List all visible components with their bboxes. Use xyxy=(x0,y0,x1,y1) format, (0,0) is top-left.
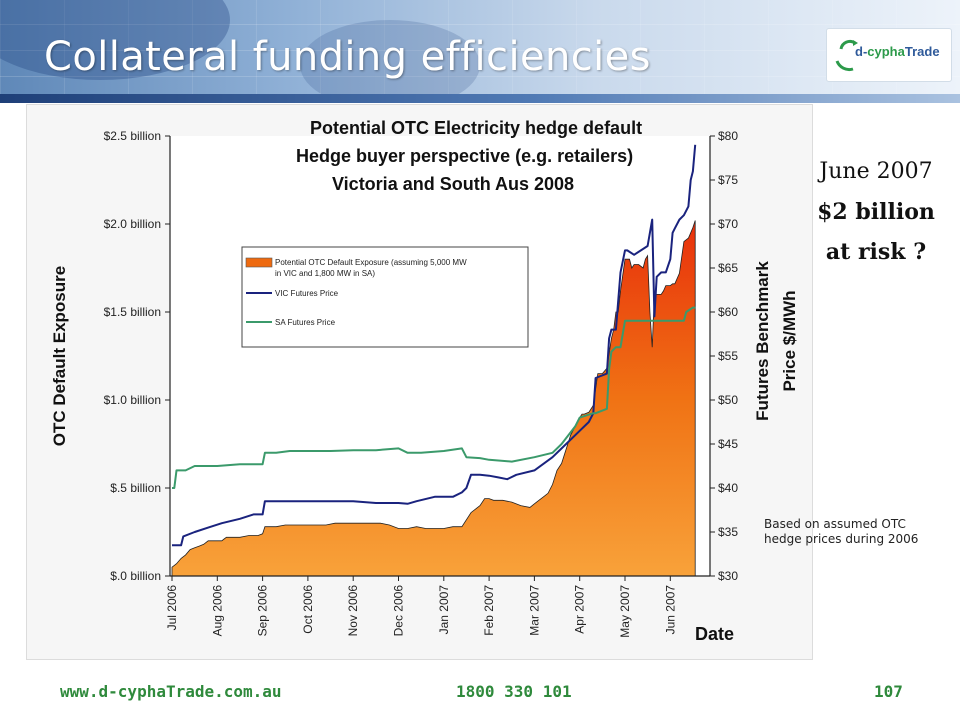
logo-suffix: Trade xyxy=(904,44,940,59)
logo-prefix: d- xyxy=(855,44,868,59)
company-logo: d-cyphaTrade xyxy=(826,28,952,82)
legend-label-exposure: Potential OTC Default Exposure (assuming… xyxy=(275,258,467,267)
legend-box xyxy=(241,246,529,348)
header-decoration xyxy=(300,20,480,103)
y-tick-label: $1.5 billion xyxy=(104,305,161,319)
exposure-chart: $.0 billion $.5 billion $1.0 billion $1.5 b… xyxy=(50,118,799,644)
chart-title-line-2: Hedge buyer perspective (e.g. retailers) xyxy=(296,146,633,166)
slide-header xyxy=(0,0,960,103)
x-tick-label: Oct 2006 xyxy=(301,585,315,634)
legend-swatch-exposure xyxy=(245,257,273,268)
d-cyphatrade-logo-icon xyxy=(835,39,858,72)
y2-tick-label: $30 xyxy=(718,569,738,583)
chart-title-line-3: Victoria and South Aus 2008 xyxy=(332,174,574,194)
y2-tick-label: $75 xyxy=(718,173,738,187)
y-tick-label: $1.0 billion xyxy=(104,393,161,407)
y2-tick-label: $40 xyxy=(718,481,738,495)
footer-website[interactable]: www.d-cyphaTrade.com.au xyxy=(60,682,282,701)
x-tick-label: Apr 2007 xyxy=(573,585,587,634)
assumption-line-2: hedge prices during 2006 xyxy=(764,532,919,546)
x-tick-label: May 2007 xyxy=(618,585,632,638)
y2-tick-label: $45 xyxy=(718,437,738,451)
logo-highlight: cypha xyxy=(867,44,905,59)
x-tick-label: Nov 2006 xyxy=(346,585,360,637)
y-tick-label: $.0 billion xyxy=(110,569,161,583)
y2-tick-label: $80 xyxy=(718,129,738,143)
series-area-exposure xyxy=(171,220,696,577)
x-tick-label: Dec 2006 xyxy=(392,585,406,637)
legend-label-sa: SA Futures Price xyxy=(275,318,336,327)
chart-title-line-1: Potential OTC Electricity hedge default xyxy=(310,118,642,138)
y2-axis-label-line-2: Price $/MWh xyxy=(780,290,799,391)
x-tick-label: Mar 2007 xyxy=(527,585,541,636)
series-line-vic xyxy=(172,144,697,547)
logo-text: d-cyphaTrade xyxy=(855,44,940,59)
june-note-line-2: $2 billion xyxy=(817,199,935,225)
assumption-note: Based on assumed OTC hedge prices during… xyxy=(764,517,918,547)
legend-label-vic: VIC Futures Price xyxy=(275,289,339,298)
y2-axis-label-line-1: Futures Benchmark xyxy=(753,261,772,421)
x-tick-label: Jun 2007 xyxy=(663,585,677,635)
footer-phone: 1800 330 101 xyxy=(456,682,572,701)
june-note-line-1: June 2007 xyxy=(819,159,933,184)
y2-tick-label: $70 xyxy=(718,217,738,231)
x-tick-label: Feb 2007 xyxy=(482,585,496,636)
header-band xyxy=(0,94,960,103)
legend-label-exposure-line-2: in VIC and 1,800 MW in SA) xyxy=(275,269,375,278)
y2-tick-label: $50 xyxy=(718,393,738,407)
y2-tick-label: $65 xyxy=(718,261,738,275)
assumption-line-1: Based on assumed OTC xyxy=(764,517,906,531)
y-axis-label: OTC Default Exposure xyxy=(50,266,69,446)
series-line-sa xyxy=(172,306,696,489)
y-tick-label: $.5 billion xyxy=(110,481,161,495)
y2-tick-label: $60 xyxy=(718,305,738,319)
y2-tick-label: $35 xyxy=(718,525,738,539)
y-tick-label: $2.0 billion xyxy=(104,217,161,231)
x-axis-label: Date xyxy=(695,624,734,644)
x-tick-label: Sep 2006 xyxy=(256,585,270,637)
y2-tick-label: $55 xyxy=(718,349,738,363)
y-tick-label: $2.5 billion xyxy=(104,129,161,143)
june-note-line-3: at risk ? xyxy=(825,239,927,265)
x-tick-label: Jan 2007 xyxy=(437,585,451,635)
x-tick-label: Jul 2006 xyxy=(165,585,179,631)
header-pattern xyxy=(0,0,960,103)
footer-page-number: 107 xyxy=(874,682,903,701)
chart-legend: Potential OTC Default Exposure (assuming… xyxy=(241,246,529,348)
x-tick-label: Aug 2006 xyxy=(210,585,224,637)
slide-title: Collateral funding efficiencies xyxy=(44,34,651,80)
